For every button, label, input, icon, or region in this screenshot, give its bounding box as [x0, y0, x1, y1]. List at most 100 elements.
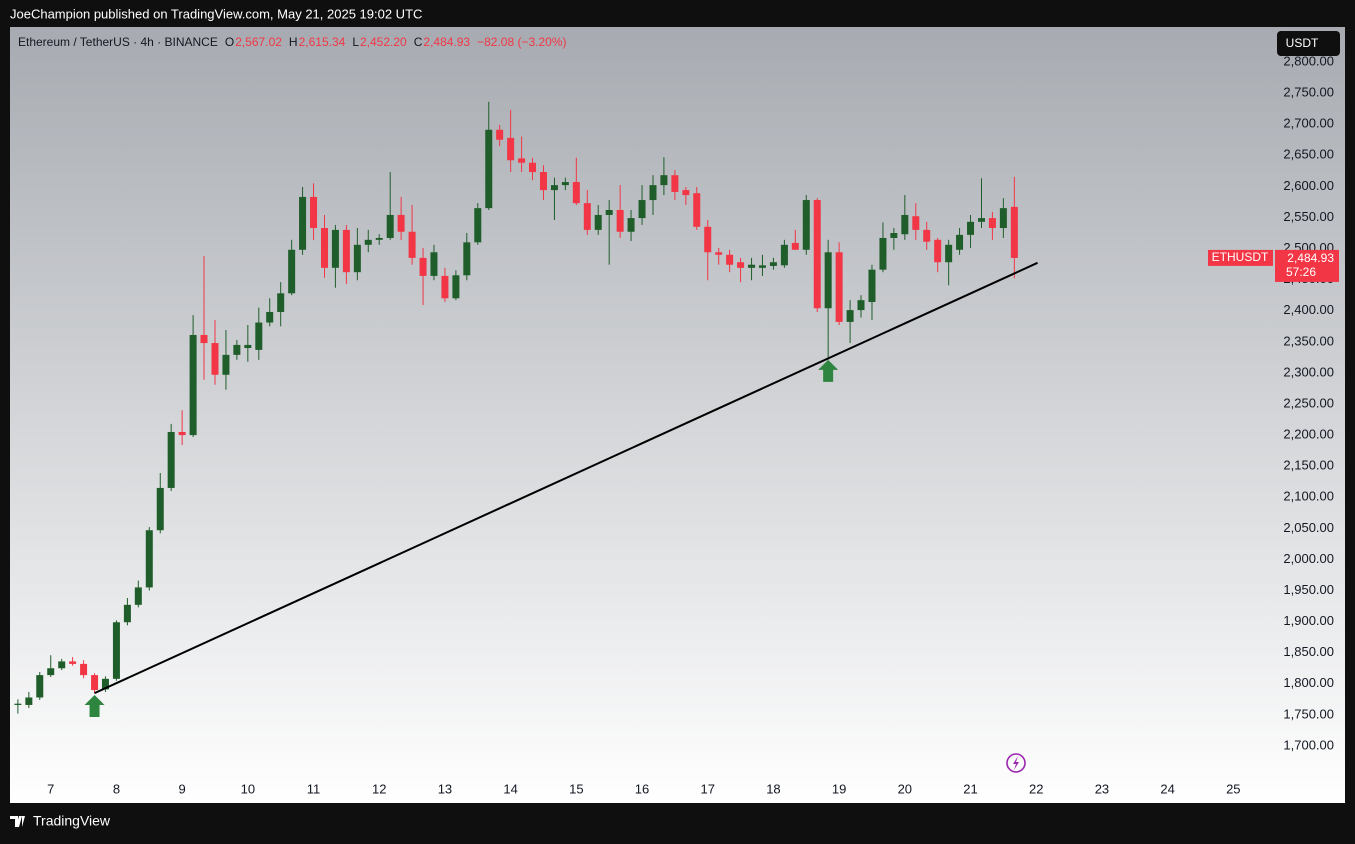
candle-body	[737, 262, 745, 268]
y-tick-label: 1,850.00	[1283, 644, 1334, 659]
candle-body	[36, 675, 44, 698]
candle-body	[539, 172, 547, 191]
candle-body	[452, 275, 460, 299]
y-tick-label: 2,250.00	[1283, 395, 1334, 410]
candle-body	[923, 229, 931, 242]
candle-body	[222, 354, 230, 375]
currency-label[interactable]: USDT	[1286, 36, 1319, 50]
candle-body	[583, 203, 591, 230]
x-tick-label: 23	[1095, 781, 1109, 796]
candle-body	[988, 218, 996, 229]
x-tick-label: 7	[47, 781, 54, 796]
candle-body	[572, 182, 580, 204]
candle-body	[529, 162, 537, 173]
candle-body	[277, 293, 285, 312]
candle-body	[331, 229, 339, 268]
candle-body	[342, 229, 350, 273]
x-tick-label: 21	[963, 781, 977, 796]
candle-body	[255, 322, 263, 350]
x-tick-label: 8	[113, 781, 120, 796]
x-tick-label: 13	[438, 781, 452, 796]
footer-brand: TradingView	[33, 813, 111, 829]
y-tick-label: 1,700.00	[1283, 737, 1334, 752]
candle-body	[288, 249, 296, 294]
y-tick-label: 2,650.00	[1283, 147, 1334, 162]
candle-body	[835, 252, 843, 322]
x-tick-label: 12	[372, 781, 386, 796]
candle-body	[791, 242, 799, 250]
candle-body	[189, 334, 197, 436]
y-tick-label: 1,800.00	[1283, 675, 1334, 690]
candle-body	[715, 252, 723, 255]
candle-body	[550, 185, 558, 191]
candle-body	[156, 487, 164, 531]
y-tick-label: 2,550.00	[1283, 209, 1334, 224]
candle-body	[912, 216, 920, 230]
y-tick-label: 2,100.00	[1283, 489, 1334, 504]
x-tick-label: 17	[700, 781, 714, 796]
candle-body	[123, 604, 131, 623]
candle-body	[463, 242, 471, 276]
candle-body	[474, 208, 482, 243]
candle-body	[769, 262, 777, 266]
price-tag-price: 2,484.93	[1287, 251, 1334, 265]
lightning-icon[interactable]	[1006, 753, 1026, 773]
candle-body	[748, 264, 756, 268]
candle-body	[868, 269, 876, 303]
x-tick-label: 16	[635, 781, 649, 796]
candle-body	[627, 218, 635, 232]
up-arrow	[84, 694, 105, 717]
brand-logo	[10, 816, 25, 827]
x-tick-label: 10	[241, 781, 255, 796]
candle-body	[649, 185, 657, 201]
candle-body	[112, 622, 120, 679]
ohlc-key: L	[352, 35, 359, 49]
candle-body	[682, 190, 690, 196]
y-tick-label: 2,750.00	[1283, 85, 1334, 100]
candle-body	[934, 239, 942, 263]
currency-button[interactable]	[1277, 31, 1340, 56]
price-change: −82.08 (−3.20%)	[477, 35, 566, 49]
candle-body	[58, 661, 66, 669]
price-tag-symbol: ETHUSDT	[1212, 250, 1269, 264]
candle-body	[364, 239, 372, 245]
candle-body	[485, 129, 493, 209]
ohlc-key: O	[225, 35, 234, 49]
candle-body	[802, 200, 810, 250]
candle-body	[846, 310, 854, 322]
candle-body	[704, 226, 712, 253]
candle-body	[69, 661, 77, 664]
candle-body	[441, 275, 449, 299]
candle-body	[726, 254, 734, 265]
y-tick-label: 2,700.00	[1283, 116, 1334, 131]
candle-body	[233, 344, 241, 355]
x-tick-label: 18	[766, 781, 780, 796]
up-arrow	[818, 359, 839, 382]
candle-body	[507, 137, 515, 161]
ohlc-value: 2,567.02	[235, 35, 282, 49]
publisher-line: JoeChampion published on TradingView.com…	[10, 6, 422, 21]
candle-body	[967, 221, 975, 235]
candle-body	[244, 344, 252, 349]
candle-body	[496, 129, 504, 140]
plot-background	[10, 27, 1345, 803]
price-tag-symbol-box	[1208, 249, 1273, 266]
candle-body	[890, 233, 898, 238]
y-tick-label: 2,400.00	[1283, 302, 1334, 317]
x-tick-label: 25	[1226, 781, 1240, 796]
candle-body	[956, 234, 964, 250]
y-tick-label: 2,300.00	[1283, 364, 1334, 379]
candle-body	[1010, 206, 1018, 258]
y-tick-label: 2,600.00	[1283, 178, 1334, 193]
candle-body	[397, 214, 405, 232]
candle-body	[879, 237, 887, 270]
y-tick-label: 2,050.00	[1283, 520, 1334, 535]
candle-body	[386, 214, 394, 238]
candle-body	[167, 431, 175, 488]
candle-body	[780, 244, 788, 266]
y-tick-label: 1,950.00	[1283, 582, 1334, 597]
candle-body	[561, 182, 569, 186]
ohlc-key: C	[414, 35, 423, 49]
